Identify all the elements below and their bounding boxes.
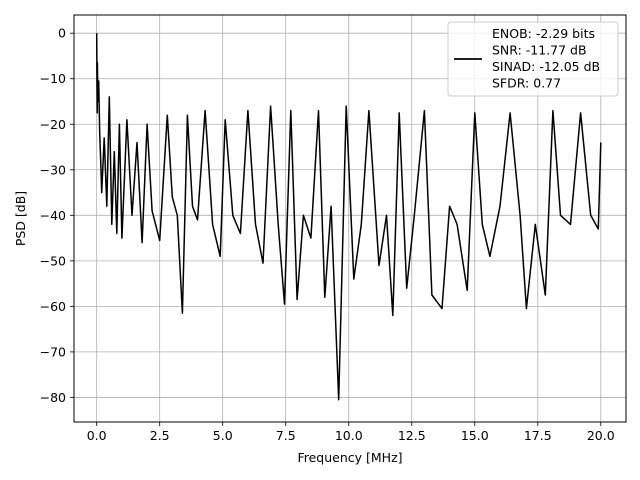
legend-box	[447, 21, 619, 97]
psd-series-line	[95, 33, 602, 401]
legend-entry-snr: SNR: -11.77 dB	[492, 43, 587, 58]
y-tick-label: −70	[40, 344, 66, 359]
y-axis: 0 −10 −20 −30 −40 −50 −60 −70 −80	[40, 26, 74, 405]
y-tick-label: −80	[40, 390, 66, 405]
x-tick-label: 0.0	[87, 428, 107, 443]
y-tick-label: −20	[40, 117, 66, 132]
axes-frame	[73, 14, 627, 423]
legend-entry-sfdr: SFDR: 0.77	[492, 76, 561, 91]
x-tick-label: 12.5	[398, 428, 426, 443]
x-tick-label: 15.0	[461, 428, 489, 443]
y-axis-label: PSD [dB]	[13, 191, 28, 246]
legend-entry-sinad: SINAD: -12.05 dB	[492, 59, 600, 74]
y-tick-label: −60	[40, 299, 66, 314]
x-axis-label: Frequency [MHz]	[297, 450, 402, 465]
y-tick-label: −30	[40, 162, 66, 177]
y-tick-label: −50	[40, 253, 66, 268]
y-tick-label: 0	[58, 26, 66, 41]
legend: ENOB: -2.29 bits SNR: -11.77 dB SINAD: -…	[447, 21, 619, 97]
x-tick-label: 20.0	[587, 428, 615, 443]
x-tick-label: 17.5	[524, 428, 552, 443]
legend-entry-enob: ENOB: -2.29 bits	[492, 26, 595, 41]
plot-area	[95, 33, 602, 401]
x-axis: 0.0 2.5 5.0 7.5 10.0 12.5 15.0 17.5 20.0	[87, 422, 615, 443]
x-tick-label: 10.0	[335, 428, 363, 443]
x-tick-label: 7.5	[276, 428, 296, 443]
x-tick-label: 2.5	[150, 428, 170, 443]
y-tick-label: −10	[40, 71, 66, 86]
x-tick-label: 5.0	[213, 428, 233, 443]
y-tick-label: −40	[40, 208, 66, 223]
